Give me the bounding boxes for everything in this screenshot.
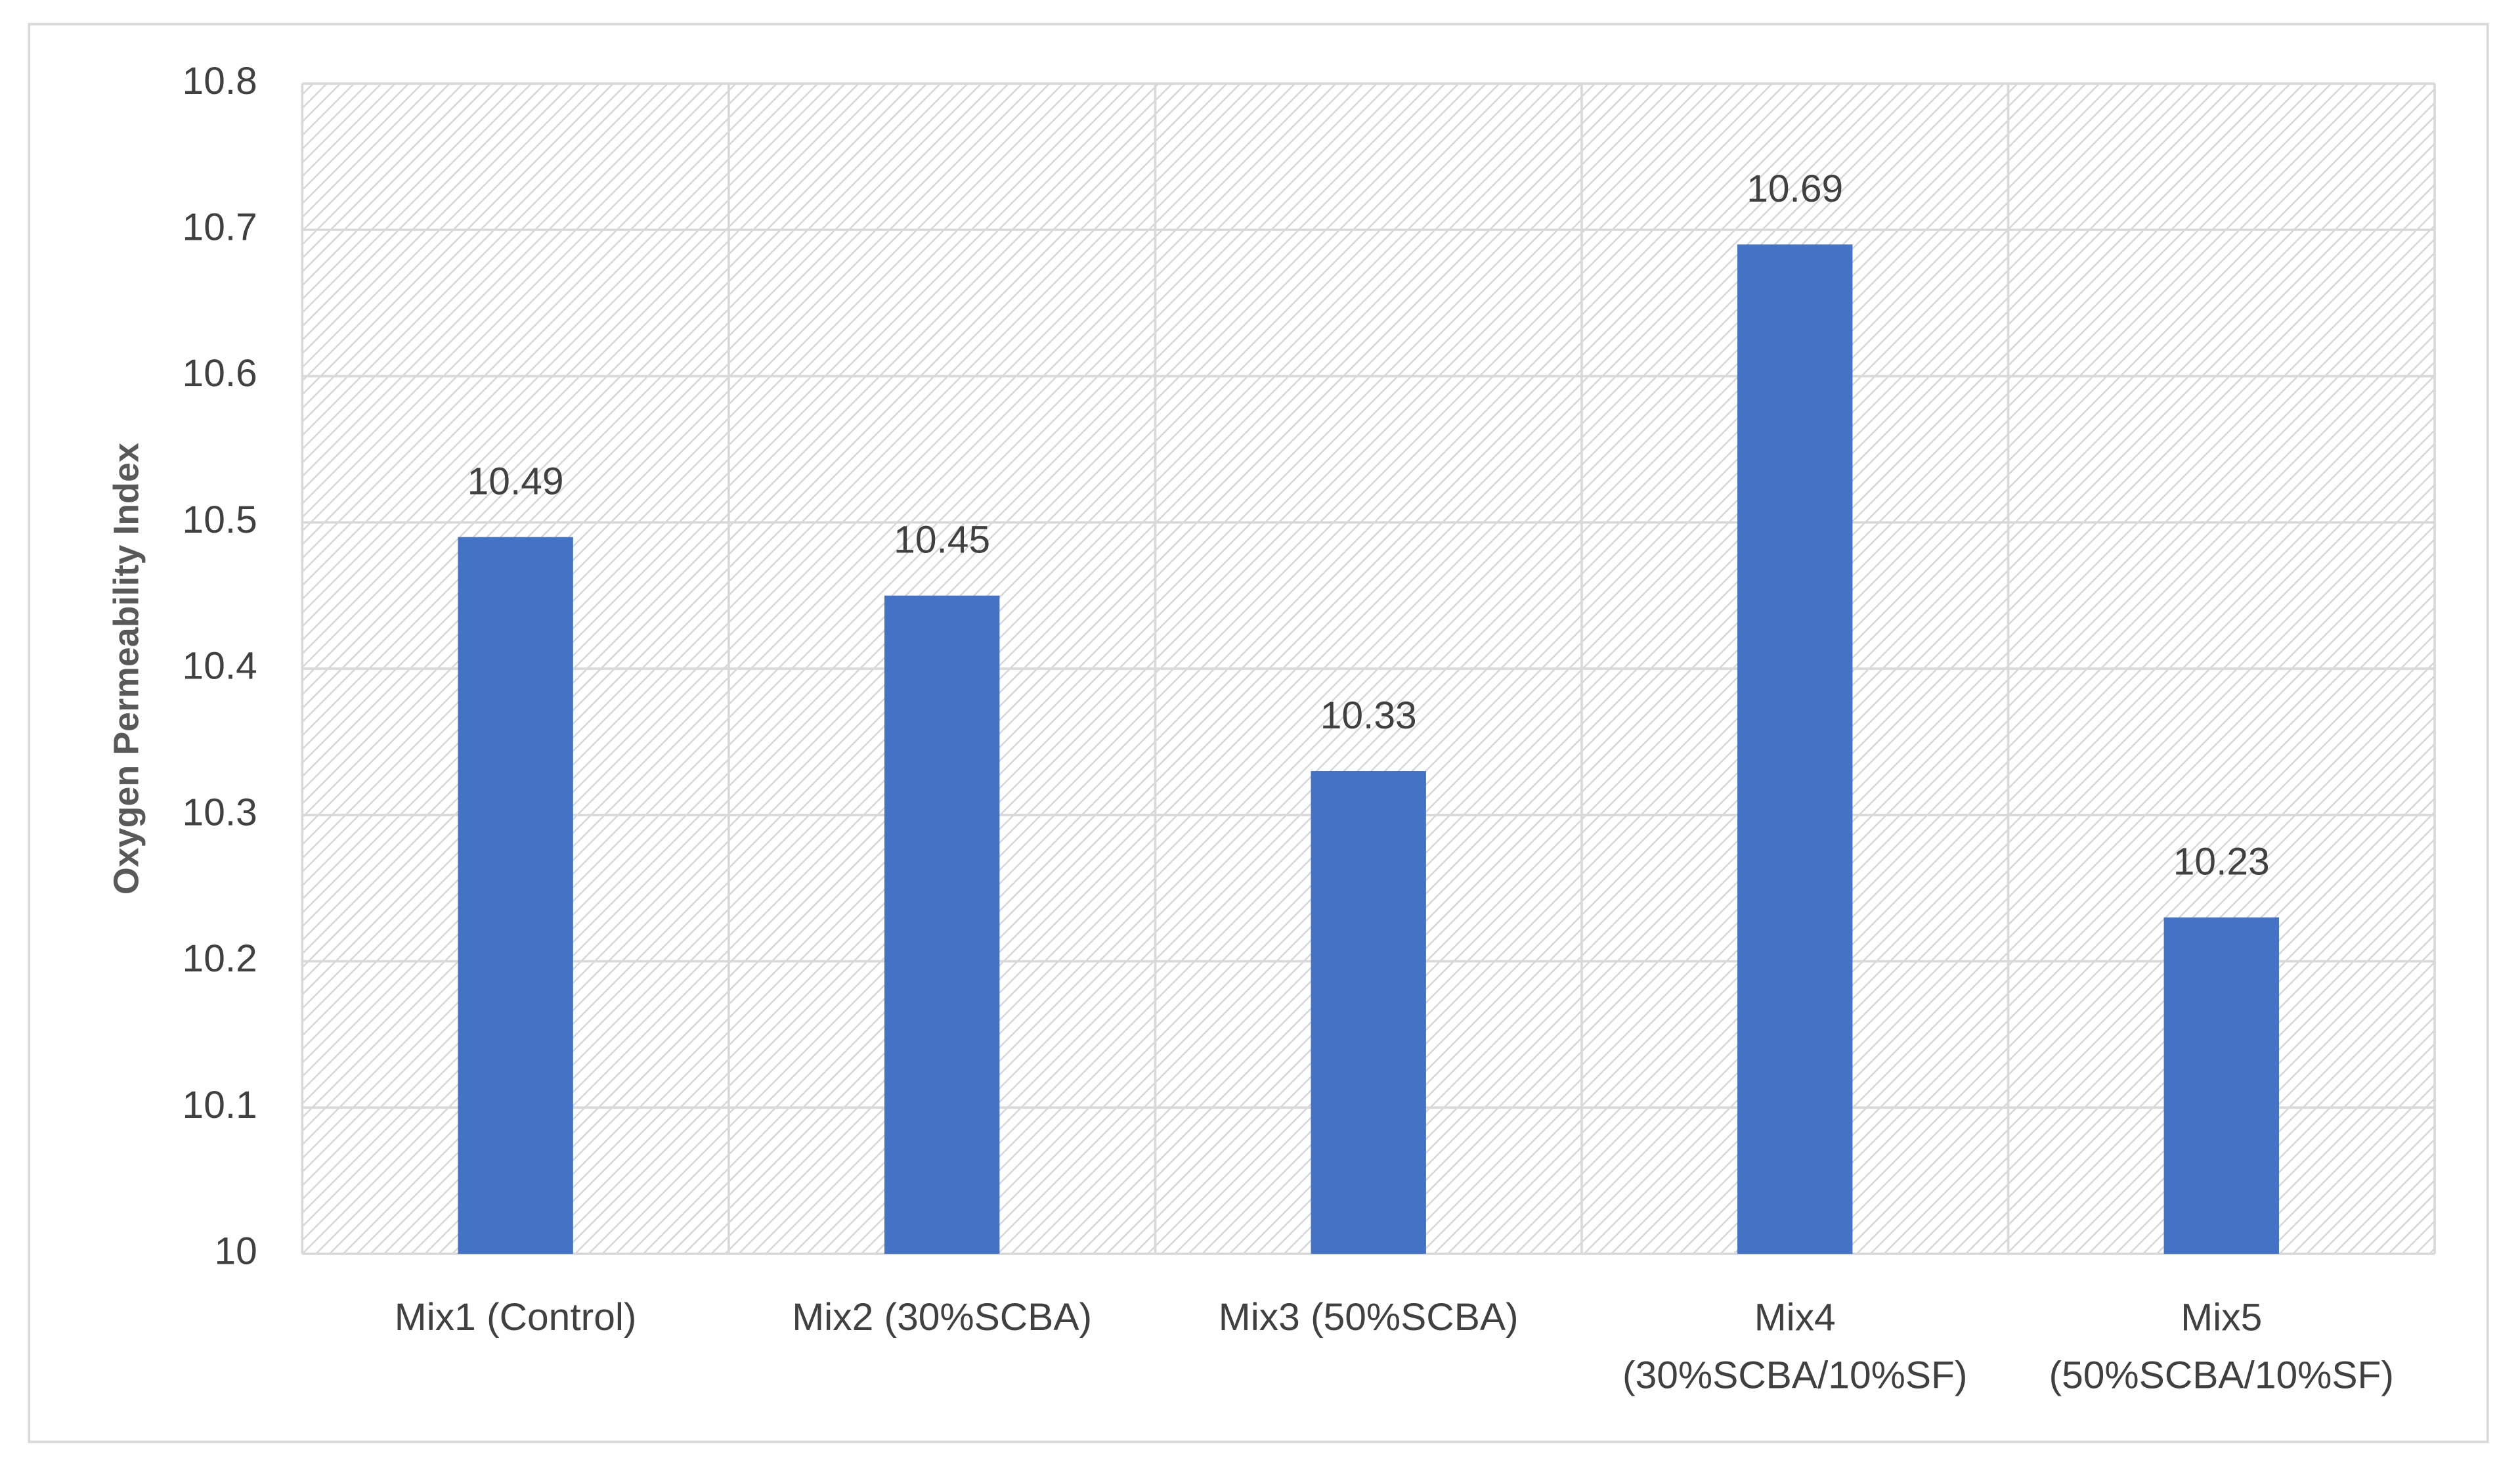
x-tick-label: Mix3 (50%SCBA): [1219, 1296, 1519, 1339]
y-tick-label: 10.3: [183, 791, 257, 833]
data-label: 10.45: [894, 519, 990, 562]
data-label: 10.23: [2173, 840, 2270, 883]
bar: [884, 595, 1000, 1254]
y-tick-label: 10: [215, 1230, 257, 1272]
y-tick-label: 10.8: [183, 60, 257, 102]
y-tick-label: 10.1: [183, 1084, 257, 1126]
bar: [1311, 771, 1426, 1254]
data-label: 10.69: [1747, 167, 1843, 210]
y-tick-label: 10.6: [183, 352, 257, 395]
data-label: 10.49: [467, 460, 564, 502]
y-tick-label: 10.4: [183, 645, 257, 688]
bar: [458, 537, 573, 1254]
x-tick-label: Mix1 (Control): [395, 1296, 637, 1339]
x-tick-label: Mix5 (50%SCBA/10%SF): [2049, 1296, 2394, 1396]
bar: [2163, 917, 2279, 1254]
bar: [1737, 244, 1853, 1254]
y-axis-title: Oxygen Permeability Index: [106, 443, 146, 895]
y-tick-label: 10.5: [183, 499, 257, 541]
x-tick-label: Mix2 (30%SCBA): [792, 1296, 1092, 1339]
y-tick-label: 10.7: [183, 206, 257, 248]
data-label: 10.33: [1320, 694, 1417, 737]
x-tick-label: Mix4 (30%SCBA/10%SF): [1622, 1296, 1967, 1396]
y-tick-label: 10.2: [183, 937, 257, 980]
